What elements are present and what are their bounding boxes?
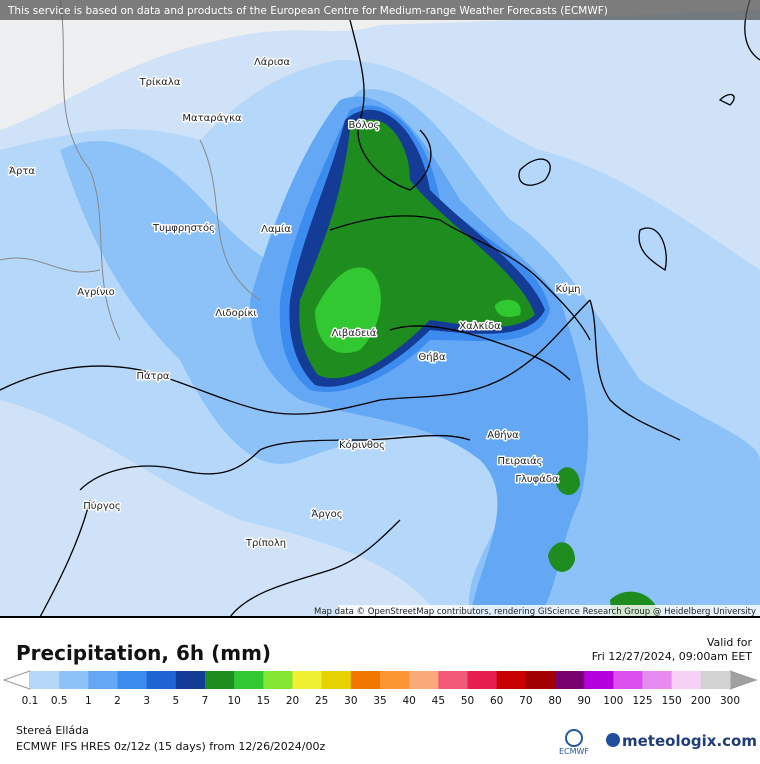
- legend-tick-label: 125: [632, 695, 652, 707]
- legend-swatch: [700, 671, 731, 689]
- legend-swatch: [117, 671, 148, 689]
- legend-tick-label: 3: [143, 695, 150, 707]
- legend-tick-label: 2: [114, 695, 121, 707]
- place-label: Άρτα: [9, 165, 35, 177]
- legend: 0.1 0.5 1 2 3 5 7 10 15 20 25 30 35 40 45 50 60 70 80 90 100…: [2, 670, 758, 707]
- legend-swatch: [88, 671, 118, 689]
- legend-swatch: [205, 671, 235, 689]
- legend-swatch: [555, 671, 585, 689]
- place-label: Χαλκίδα: [459, 320, 501, 332]
- legend-swatch: [146, 671, 177, 689]
- place-label: Τρίπολη: [245, 537, 286, 549]
- title: Precipitation, 6h (mm): [16, 641, 271, 665]
- place-label: Αθήνα: [487, 429, 519, 441]
- legend-swatch: [30, 671, 60, 689]
- place-label: Λάρισα: [254, 56, 291, 68]
- legend-swatch: [496, 671, 527, 689]
- place-label: Πάτρα: [136, 370, 169, 382]
- region: Stereá Elláda: [16, 724, 89, 737]
- place-label: Κόρινθος: [339, 439, 385, 451]
- legend-tick-label: 5: [172, 695, 179, 707]
- legend-tick-label: 30: [344, 695, 357, 707]
- legend-tick-label: 1: [85, 695, 92, 707]
- legend-swatch: [292, 671, 323, 689]
- legend-swatch: [467, 671, 498, 689]
- attribution: Map data © OpenStreetMap contributors, r…: [314, 607, 756, 617]
- legend-tick-label: 0.1: [22, 695, 39, 707]
- legend-tick-label: 40: [402, 695, 415, 707]
- logo-meteologix: meteologix.com: [622, 732, 757, 750]
- legend-swatch: [671, 671, 702, 689]
- legend-swatch: [234, 671, 264, 689]
- legend-tick-label: 10: [227, 695, 240, 707]
- legend-arrow-low: [2, 670, 31, 690]
- place-label: Κύμη: [555, 283, 580, 295]
- valid-label: Valid for: [707, 636, 753, 649]
- legend-tick-label: 7: [202, 695, 209, 707]
- legend-swatch: [350, 671, 381, 689]
- legend-tick-label: 100: [603, 695, 623, 707]
- legend-tick-label: 70: [519, 695, 532, 707]
- legend-swatch: [613, 671, 643, 689]
- place-label: Άργος: [311, 508, 342, 520]
- legend-tick-label: 15: [257, 695, 270, 707]
- legend-tick-label: 45: [432, 695, 445, 707]
- place-label: Πειραιάς: [497, 455, 542, 467]
- legend-tick-label: 50: [461, 695, 474, 707]
- legend-tick-label: 80: [548, 695, 561, 707]
- place-label: Λιδορίκι: [215, 307, 257, 319]
- legend-swatch: [263, 671, 293, 689]
- legend-tick-label: 25: [315, 695, 328, 707]
- legend-swatch: [175, 671, 206, 689]
- place-label: Λαμία: [261, 223, 291, 235]
- legend-tick-label: 0.5: [51, 695, 68, 707]
- model-run: ECMWF IFS HRES 0z/12z (15 days) from 12/…: [16, 740, 326, 753]
- legend-swatch: [438, 671, 468, 689]
- legend-tick-label: 35: [373, 695, 386, 707]
- legend-tick-label: 90: [577, 695, 590, 707]
- legend-swatch: [59, 671, 89, 689]
- place-label: Τρίκαλα: [139, 76, 181, 88]
- place-label: Λιβαδειά: [332, 327, 377, 339]
- legend-swatch: [642, 671, 673, 689]
- legend-arrow-high: [729, 670, 758, 690]
- legend-tick-label: 150: [662, 695, 682, 707]
- place-label: Θήβα: [418, 351, 446, 363]
- valid-time: Fri 12/27/2024, 09:00am EET: [592, 650, 753, 663]
- legend-swatch: [409, 671, 439, 689]
- logo-ecmwf: ECMWF: [559, 747, 589, 756]
- map: Λάρισα Τρίκαλα Ματαράγκα Βόλος Άρτα Τυμφ…: [0, 0, 760, 618]
- place-label: Τυμφρηστός: [152, 222, 215, 234]
- legend-swatch: [380, 671, 410, 689]
- legend-swatch: [321, 671, 352, 689]
- banner: This service is based on data and produc…: [7, 5, 608, 17]
- legend-swatch: [584, 671, 614, 689]
- place-label: Ματαράγκα: [182, 112, 242, 124]
- legend-tick-label: 20: [286, 695, 299, 707]
- legend-swatch: [525, 671, 556, 689]
- place-label: Βόλος: [349, 119, 380, 131]
- place-label: Αγρίνιο: [77, 286, 115, 298]
- legend-tick-label: 200: [691, 695, 711, 707]
- place-label: Γλυφάδα: [515, 473, 559, 485]
- legend-tick-label: 60: [490, 695, 503, 707]
- legend-tick-label: 300: [720, 695, 740, 707]
- place-label: Πύργος: [83, 500, 121, 512]
